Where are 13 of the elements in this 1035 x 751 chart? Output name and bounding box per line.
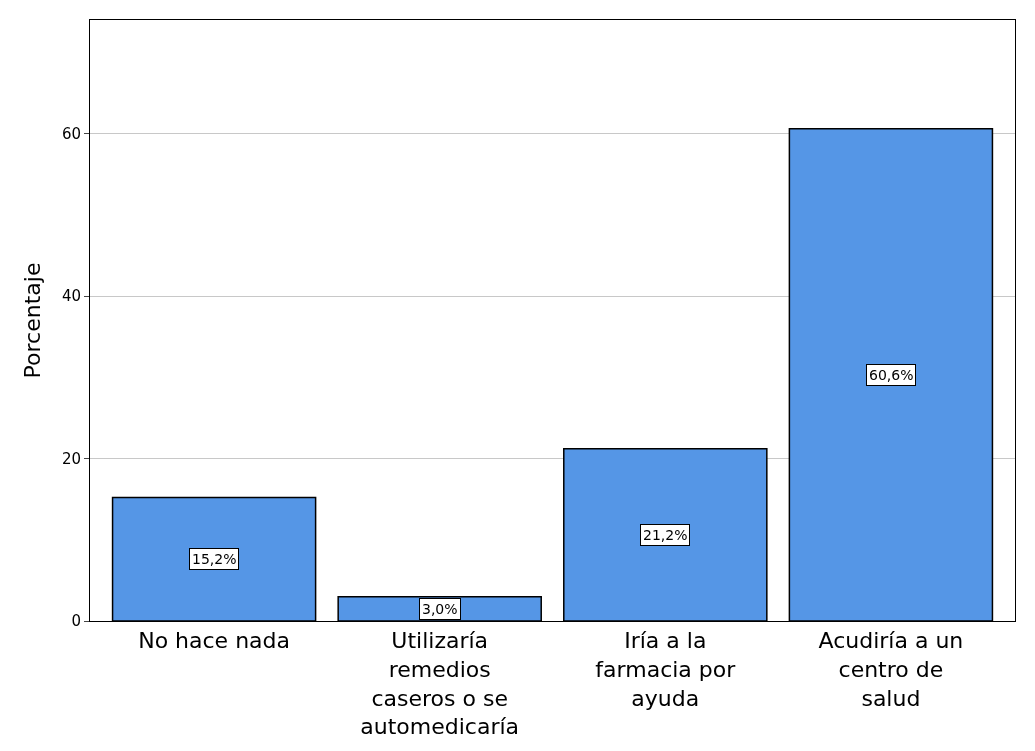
data-label: 3,0% (422, 601, 458, 617)
y-tick-label: 20 (61, 449, 81, 468)
x-tick-label: Iría a la farmacia por ayuda (595, 628, 737, 711)
data-label: 21,2% (643, 527, 688, 543)
y-axis-title: Porcentaje (19, 262, 45, 379)
y-tick-label: 60 (61, 124, 81, 143)
data-label: 15,2% (192, 551, 237, 567)
x-tick-label: Utilizaría remedios caseros o se automedicaría (360, 628, 520, 740)
y-tick-label: 0 (71, 612, 81, 631)
y-tick-label: 40 (61, 287, 81, 306)
x-tick-label: Acudiría a un centro de salud (818, 628, 964, 711)
x-tick-label: No hace nada (138, 628, 291, 654)
data-label: 60,6% (869, 367, 914, 383)
